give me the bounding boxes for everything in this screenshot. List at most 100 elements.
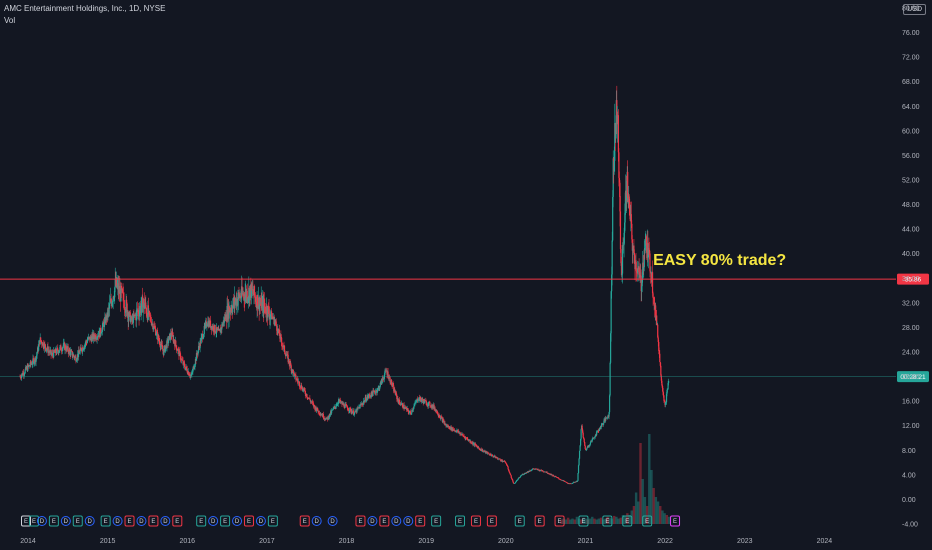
- candle-body: [462, 434, 464, 436]
- candle-body: [353, 412, 355, 415]
- candle-body: [633, 252, 636, 264]
- candle-body: [284, 354, 287, 357]
- candle-body: [79, 347, 82, 351]
- candle-body: [666, 390, 668, 394]
- dividend-icon[interactable]: [84, 516, 95, 526]
- earnings-icon[interactable]: [72, 515, 83, 527]
- candle-body: [639, 271, 641, 278]
- candle-body: [212, 326, 215, 332]
- candle-body: [604, 417, 607, 422]
- price-tag-label: 00:28:21: [900, 374, 926, 381]
- candle-body: [121, 289, 124, 293]
- candle-body: [152, 328, 155, 330]
- earnings-icon[interactable]: [148, 515, 159, 527]
- currency-badge[interactable]: USD: [903, 4, 926, 15]
- volume-bar: [639, 443, 642, 524]
- candle-body: [379, 382, 381, 387]
- earnings-icon[interactable]: [48, 515, 59, 527]
- candle-body: [511, 479, 513, 480]
- dividend-icon[interactable]: [160, 516, 171, 526]
- earnings-icon[interactable]: [172, 515, 183, 527]
- dividend-icon[interactable]: [311, 516, 322, 526]
- candle-body: [306, 393, 308, 398]
- candle-body: [80, 348, 83, 352]
- candle-body: [59, 347, 61, 351]
- candle-body: [508, 470, 510, 473]
- candle-body: [433, 404, 435, 409]
- earnings-icon[interactable]: [196, 515, 207, 527]
- candle-body: [586, 446, 588, 449]
- candle-body: [300, 385, 303, 389]
- earnings-icon[interactable]: [267, 515, 278, 527]
- earnings-icon[interactable]: [124, 515, 135, 527]
- candle-body: [409, 411, 411, 413]
- dividend-icon[interactable]: [403, 516, 414, 526]
- candle-body: [150, 321, 153, 326]
- dividend-icon[interactable]: [60, 516, 71, 526]
- earnings-icon[interactable]: [514, 515, 525, 527]
- volume-bar: [645, 506, 649, 524]
- candle-body: [75, 356, 77, 362]
- earnings-icon[interactable]: [299, 515, 310, 527]
- earnings-icon[interactable]: [431, 515, 442, 527]
- dividend-icon[interactable]: [391, 516, 402, 526]
- earnings-icon[interactable]: [355, 515, 366, 527]
- dividend-icon[interactable]: [136, 516, 147, 526]
- candle-body: [584, 442, 586, 446]
- dividend-icon[interactable]: [112, 516, 123, 526]
- candle-body: [154, 327, 156, 329]
- candle-body: [148, 310, 151, 313]
- candle-body: [290, 362, 292, 366]
- candle-body: [101, 332, 103, 334]
- dividend-icon[interactable]: [232, 516, 243, 526]
- y-tick-label: 24.00: [902, 350, 920, 357]
- earnings-icon[interactable]: [100, 515, 111, 527]
- candle-body: [247, 298, 249, 301]
- earnings-icon[interactable]: [486, 515, 497, 527]
- earnings-icon[interactable]: [622, 515, 633, 527]
- candle-body: [387, 371, 389, 378]
- earnings-icon[interactable]: [642, 515, 653, 527]
- candle-body: [585, 449, 587, 451]
- candle-body: [288, 359, 290, 364]
- earnings-icon[interactable]: [28, 515, 39, 527]
- dividend-icon[interactable]: [367, 516, 378, 526]
- candle-body: [547, 473, 550, 474]
- candle-body: [461, 433, 464, 435]
- dividend-icon[interactable]: [255, 516, 266, 526]
- earnings-icon[interactable]: [243, 515, 254, 527]
- dividend-icon[interactable]: [36, 516, 47, 526]
- candle-body: [658, 350, 660, 354]
- candle-body: [460, 433, 462, 436]
- candle-body: [596, 431, 598, 436]
- dividend-icon[interactable]: [327, 516, 338, 526]
- dividend-icon[interactable]: [208, 516, 219, 526]
- earnings-icon[interactable]: [455, 515, 466, 527]
- candle-body: [484, 450, 486, 453]
- earnings-icon[interactable]: [379, 515, 390, 527]
- candle-body: [493, 456, 495, 458]
- earnings-icon[interactable]: [578, 515, 589, 527]
- event-kind-label: E: [303, 519, 307, 525]
- earnings-icon[interactable]: [534, 515, 545, 527]
- candle-body: [395, 392, 397, 395]
- earnings-icon[interactable]: [670, 515, 681, 527]
- candle-body: [519, 476, 521, 478]
- candle-body: [357, 407, 360, 409]
- candle-body: [312, 402, 314, 404]
- earnings-icon[interactable]: [415, 515, 426, 527]
- candle-body: [264, 306, 266, 312]
- candle-body: [340, 402, 342, 403]
- earnings-icon[interactable]: [21, 515, 31, 527]
- candle-body: [556, 477, 558, 478]
- candle-body: [583, 438, 585, 443]
- candle-body: [507, 465, 509, 467]
- earnings-icon[interactable]: [554, 515, 565, 527]
- candle-body: [400, 403, 403, 405]
- candle-body: [125, 299, 127, 313]
- earnings-icon[interactable]: [220, 515, 231, 527]
- candle-body: [322, 413, 324, 419]
- earnings-icon[interactable]: [602, 515, 613, 527]
- earnings-icon[interactable]: [470, 515, 481, 527]
